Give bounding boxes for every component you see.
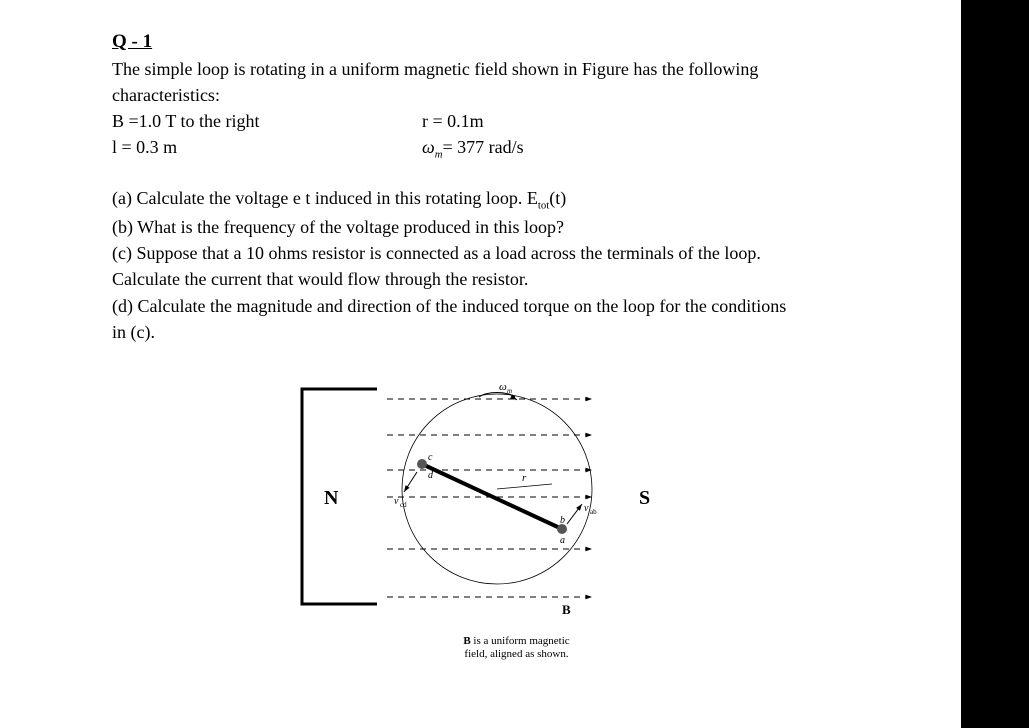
svg-text:v: v [394,496,399,507]
caption-line2: field, aligned as shown. [464,648,568,660]
part-c1: (c) Suppose that a 10 ohms resistor is c… [112,240,921,266]
svg-text:cd: cd [400,501,407,509]
part-c2: Calculate the current that would flow th… [112,266,921,292]
intro-line-1: The simple loop is rotating in a uniform… [112,56,921,82]
param-row-2: l = 0.3 m ωm= 377 rad/s [112,134,921,163]
param-r: r = 0.1m [422,108,484,134]
svg-text:c: c [428,452,433,463]
caption-bold: B [463,635,470,647]
svg-text:b: b [560,515,565,526]
param-l: l = 0.3 m [112,134,422,163]
param-wm: ωm= 377 rad/s [422,134,524,163]
svg-text:ab: ab [590,508,597,516]
svg-text:ω: ω [499,381,507,393]
spacer [112,163,921,185]
figure-wrapper: NSrcdabvcdvabωmB B is a uniform magnetic… [112,369,921,661]
figure-caption: B is a uniform magnetic field, aligned a… [237,635,797,661]
svg-text:B: B [562,602,571,617]
svg-text:N: N [324,487,339,509]
page-content: Q - 1 The simple loop is rotating in a u… [0,0,961,728]
svg-text:r: r [522,472,527,484]
svg-text:d: d [428,470,434,481]
part-a: (a) Calculate the voltage e t induced in… [112,185,921,214]
part-d2: in (c). [112,319,921,345]
part-a-post: (t) [549,188,566,208]
part-a-sub: tot [538,200,549,212]
svg-text:a: a [560,535,565,546]
figure-inner: NSrcdabvcdvabωmB B is a uniform magnetic… [237,369,797,661]
intro-line-2: characteristics: [112,82,921,108]
wm-rest: = 377 rad/s [443,137,524,157]
caption-line1-rest: is a uniform magnetic [473,635,569,647]
part-d1: (d) Calculate the magnitude and directio… [112,293,921,319]
question-number: Q - 1 [112,28,921,56]
param-row-1: B =1.0 T to the right r = 0.1m [112,108,921,134]
svg-text:v: v [584,503,589,514]
param-B: B =1.0 T to the right [112,108,422,134]
svg-text:S: S [639,487,650,509]
part-b: (b) What is the frequency of the voltage… [112,214,921,240]
loop-diagram: NSrcdabvcdvabωmB [237,369,797,629]
wm-sub: m [435,148,443,160]
svg-text:m: m [507,387,512,395]
right-black-bar [961,0,1029,728]
part-a-pre: (a) Calculate the voltage e t induced in… [112,188,538,208]
wm-symbol: ω [422,137,435,157]
